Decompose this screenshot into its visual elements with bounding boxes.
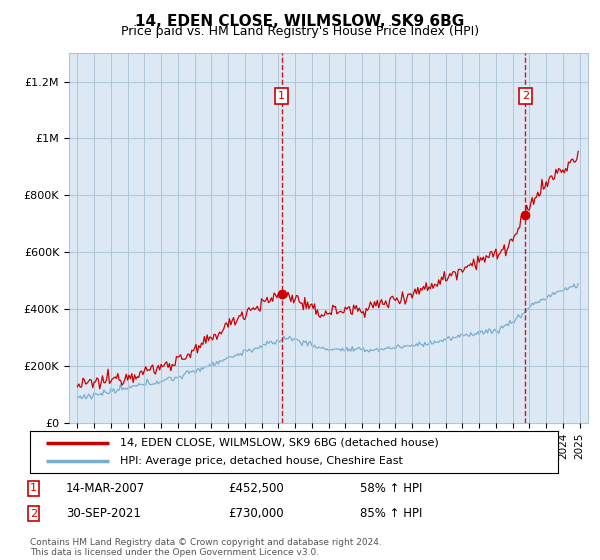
Text: 1: 1: [278, 91, 285, 101]
Text: 2: 2: [521, 91, 529, 101]
Text: 2: 2: [30, 508, 37, 519]
Text: 1: 1: [30, 483, 37, 493]
Text: 14, EDEN CLOSE, WILMSLOW, SK9 6BG: 14, EDEN CLOSE, WILMSLOW, SK9 6BG: [136, 14, 464, 29]
Text: This data is licensed under the Open Government Licence v3.0.: This data is licensed under the Open Gov…: [30, 548, 319, 557]
Text: Price paid vs. HM Land Registry's House Price Index (HPI): Price paid vs. HM Land Registry's House …: [121, 25, 479, 38]
Text: Contains HM Land Registry data © Crown copyright and database right 2024.: Contains HM Land Registry data © Crown c…: [30, 538, 382, 547]
Text: HPI: Average price, detached house, Cheshire East: HPI: Average price, detached house, Ches…: [120, 456, 403, 466]
Text: £452,500: £452,500: [228, 482, 284, 495]
Text: 58% ↑ HPI: 58% ↑ HPI: [360, 482, 422, 495]
Text: 85% ↑ HPI: 85% ↑ HPI: [360, 507, 422, 520]
Text: 30-SEP-2021: 30-SEP-2021: [66, 507, 141, 520]
Text: 14-MAR-2007: 14-MAR-2007: [66, 482, 145, 495]
Text: £730,000: £730,000: [228, 507, 284, 520]
Text: 14, EDEN CLOSE, WILMSLOW, SK9 6BG (detached house): 14, EDEN CLOSE, WILMSLOW, SK9 6BG (detac…: [120, 438, 439, 448]
